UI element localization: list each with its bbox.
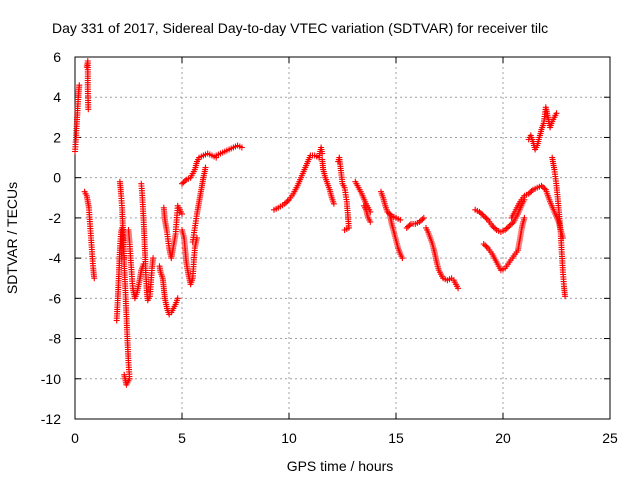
data-point — [91, 275, 98, 282]
x-tick-labels: 0 5 10 15 20 25 — [71, 430, 618, 446]
data-point — [179, 210, 185, 217]
data-point — [341, 227, 348, 233]
data-point — [455, 285, 462, 292]
x-tick-label: 0 — [71, 430, 79, 446]
data-point — [181, 178, 188, 184]
y-tick-label: 2 — [53, 129, 61, 145]
data-points — [72, 58, 569, 388]
data-point — [385, 210, 392, 217]
y-tick-labels: -12 -10 -8 -6 -4 -2 0 2 4 6 — [41, 49, 61, 427]
x-tick-label: 10 — [281, 430, 297, 446]
data-point — [284, 198, 291, 205]
y-tick-label: -6 — [49, 290, 62, 306]
data-point — [482, 242, 489, 249]
grid — [75, 57, 610, 419]
data-point — [202, 164, 209, 171]
data-point — [179, 180, 185, 187]
data-point — [476, 208, 483, 215]
chart-title: Day 331 of 2017, Sidereal Day-to-day VTE… — [52, 20, 548, 36]
data-point — [397, 216, 404, 223]
y-tick-label: 4 — [53, 89, 61, 105]
data-point — [406, 222, 413, 229]
data-point — [525, 190, 532, 197]
data-point — [509, 220, 516, 227]
data-point — [420, 214, 427, 221]
data-point — [174, 295, 181, 302]
data-point — [553, 110, 560, 117]
data-point — [538, 182, 545, 189]
data-point — [506, 222, 513, 229]
data-point — [507, 221, 514, 228]
data-point — [283, 199, 290, 206]
data-point — [180, 179, 187, 186]
y-tick-label: 0 — [53, 170, 61, 186]
data-point — [150, 255, 157, 262]
data-point — [483, 243, 490, 250]
data-point — [76, 82, 83, 89]
ticks — [74, 56, 611, 420]
data-point — [281, 200, 288, 207]
data-point — [479, 211, 486, 218]
data-point — [403, 224, 410, 231]
data-point — [490, 224, 497, 231]
y-tick-label: -10 — [41, 371, 61, 387]
data-point — [319, 150, 326, 157]
data-point — [238, 144, 245, 151]
data-point — [541, 185, 548, 192]
y-tick-label: -2 — [49, 210, 62, 226]
data-point — [330, 200, 337, 207]
plot-frame — [74, 56, 611, 420]
data-point — [419, 216, 426, 223]
y-tick-label: 6 — [53, 49, 61, 65]
data-point — [480, 241, 487, 247]
data-point — [405, 223, 412, 230]
y-tick-label: -4 — [49, 250, 62, 266]
x-tick-label: 15 — [388, 430, 404, 446]
y-tick-label: -12 — [41, 411, 61, 427]
data-point — [399, 255, 406, 262]
data-point — [527, 189, 534, 196]
y-axis-title: SDTVAR / TECUs — [4, 182, 20, 294]
data-point — [367, 218, 374, 225]
x-tick-label: 20 — [495, 430, 511, 446]
data-point — [418, 217, 424, 224]
data-point — [483, 215, 490, 222]
data-point — [562, 293, 569, 300]
data-point — [482, 214, 489, 221]
data-point — [477, 210, 484, 217]
x-tick-label: 5 — [178, 430, 186, 446]
x-axis-title: GPS time / hours — [287, 458, 394, 474]
data-point — [492, 225, 499, 232]
y-tick-label: -8 — [49, 331, 62, 347]
data-point — [85, 106, 92, 113]
x-tick-label: 25 — [602, 430, 618, 446]
data-point — [521, 214, 528, 221]
data-point — [194, 235, 200, 241]
data-point — [505, 224, 511, 231]
data-point — [489, 222, 496, 229]
data-point — [121, 371, 128, 378]
data-point — [503, 225, 510, 232]
